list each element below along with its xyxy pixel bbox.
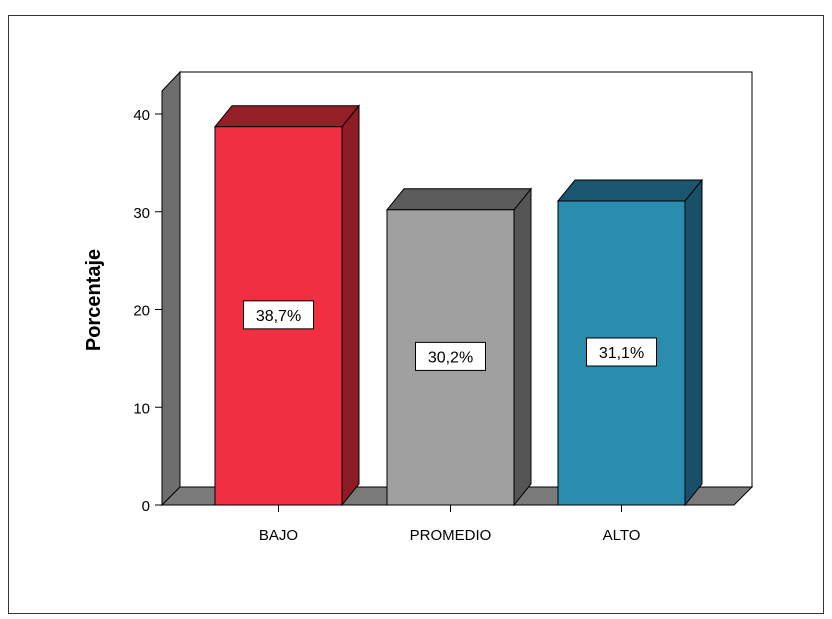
bar-side (513, 187, 532, 507)
y-tick-label: 10 (133, 400, 150, 417)
bar-top (556, 179, 704, 202)
data-label-box (243, 300, 314, 330)
bar-bajo: 38,7% (213, 104, 361, 507)
bar-side (341, 104, 360, 507)
bar-alto: 31,1% (556, 178, 704, 507)
data-label: 30,2% (428, 349, 473, 366)
x-tick-label: ALTO (603, 527, 641, 544)
y-tick-label: 40 (133, 107, 150, 124)
y-tick-label: 20 (133, 303, 150, 320)
y-tick-label: 0 (142, 498, 150, 515)
y-axis-title: Porcentaje (83, 249, 105, 351)
x-tick-label: BAJO (259, 527, 298, 544)
chart-left-wall (161, 70, 181, 507)
data-label-box (415, 341, 486, 371)
y-tick-label: 30 (133, 205, 150, 222)
data-label-box (586, 337, 657, 367)
bar-side (684, 178, 703, 507)
bar-top (385, 188, 533, 211)
data-label: 31,1% (599, 345, 644, 362)
data-label: 38,7% (256, 308, 301, 325)
bar-top (213, 105, 361, 128)
bar-promedio: 30,2% (385, 187, 533, 507)
x-tick-label: PROMEDIO (410, 527, 492, 544)
